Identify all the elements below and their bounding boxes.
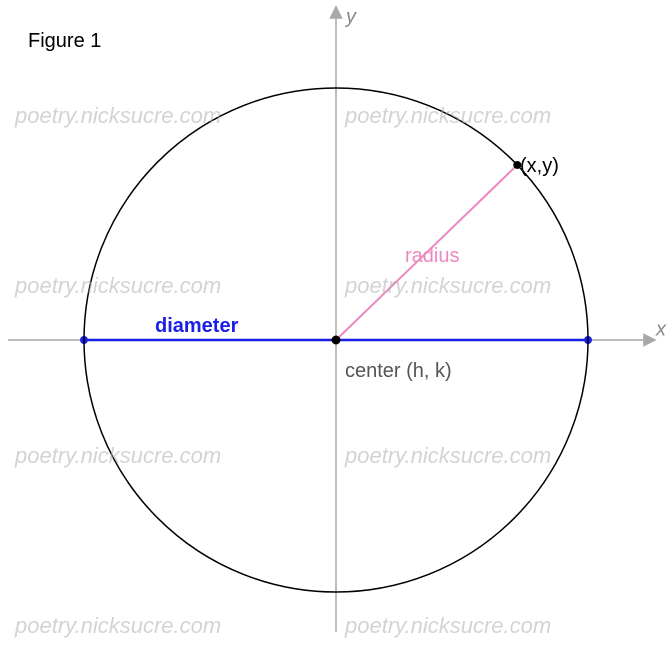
x-axis-label: x [656,319,666,342]
diagram-svg [0,0,672,657]
y-axis-label: y [346,6,356,29]
figure-stage: Figure 1 x y diameter center (h, k) radi… [0,0,672,657]
radius-endpoint-label: (x,y) [520,155,559,178]
radius-label: radius [405,245,459,268]
center-label: center (h, k) [345,360,452,383]
diameter-label: diameter [155,315,238,338]
figure-title: Figure 1 [28,30,101,53]
